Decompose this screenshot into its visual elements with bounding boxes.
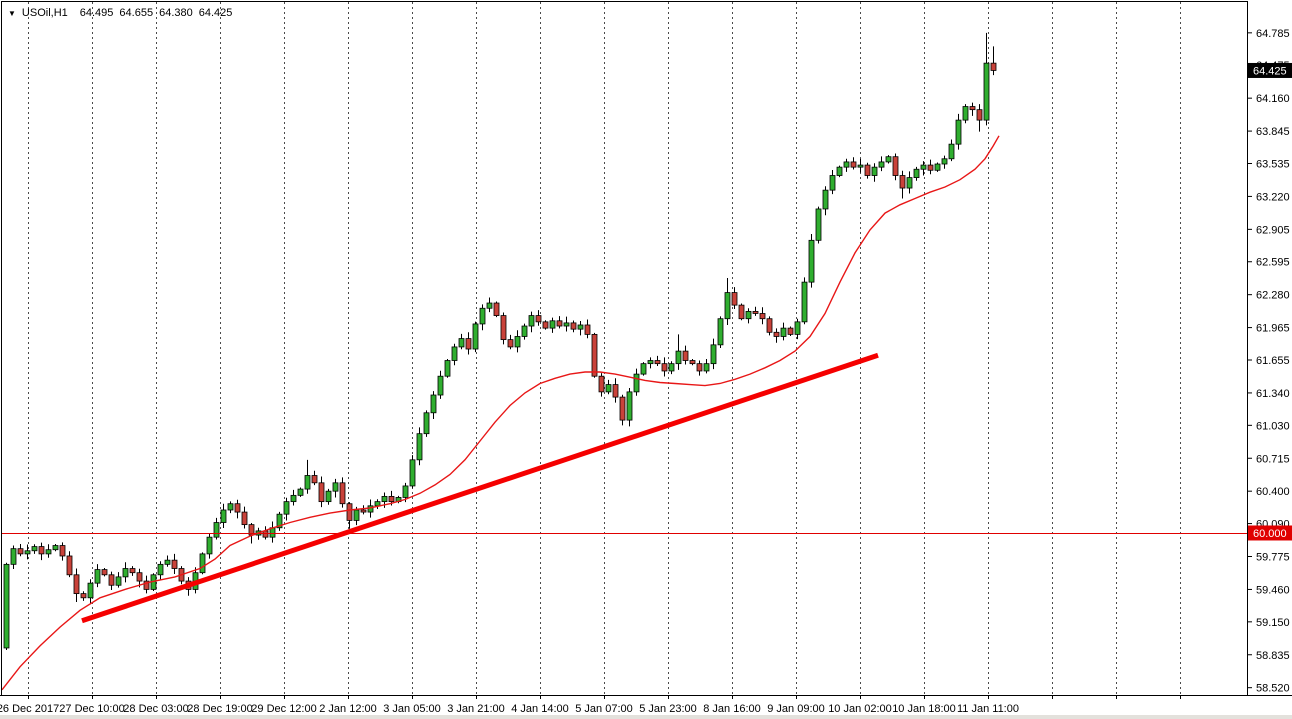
ohlc-readout: ▼ USOil,H1 64.495 64.655 64.380 64.425 [8, 6, 238, 20]
svg-text:10 Jan 18:00: 10 Jan 18:00 [892, 703, 956, 715]
svg-text:62.905: 62.905 [1256, 224, 1290, 236]
svg-text:5 Jan 23:00: 5 Jan 23:00 [639, 703, 697, 715]
svg-text:59.150: 59.150 [1256, 617, 1290, 629]
svg-text:64.160: 64.160 [1256, 93, 1290, 105]
svg-text:2 Jan 12:00: 2 Jan 12:00 [319, 703, 377, 715]
price-axis[interactable]: 64.78564.47564.16063.84563.53563.22062.9… [1247, 0, 1292, 719]
svg-text:11 Jan 11:00: 11 Jan 11:00 [957, 703, 1019, 715]
svg-text:63.220: 63.220 [1256, 191, 1290, 203]
symbol-timeframe-label: USOil,H1 [21, 7, 68, 19]
ohlc-high-value: 64.655 [119, 7, 154, 19]
ohlc-low-value: 64.380 [159, 7, 193, 19]
svg-text:63.845: 63.845 [1256, 126, 1290, 138]
window-bottom-edge [0, 715, 1292, 719]
svg-text:61.965: 61.965 [1256, 323, 1290, 335]
svg-text:64.785: 64.785 [1256, 28, 1290, 40]
svg-text:29 Dec 12:00: 29 Dec 12:00 [251, 703, 316, 715]
svg-text:8 Jan 16:00: 8 Jan 16:00 [703, 703, 761, 715]
svg-text:59.460: 59.460 [1256, 584, 1290, 596]
svg-text:61.340: 61.340 [1256, 388, 1290, 400]
svg-text:60.400: 60.400 [1256, 486, 1290, 498]
svg-text:62.595: 62.595 [1256, 257, 1290, 269]
svg-text:61.655: 61.655 [1256, 355, 1290, 367]
moving-average-line [1, 135, 1000, 691]
ohlc-close-value: 64.425 [198, 7, 233, 19]
svg-text:58.835: 58.835 [1256, 650, 1290, 662]
symbol-dropdown-icon[interactable]: ▼ [8, 8, 16, 18]
svg-text:28 Dec 03:00: 28 Dec 03:00 [123, 703, 188, 715]
svg-text:61.030: 61.030 [1256, 420, 1290, 432]
svg-text:63.535: 63.535 [1256, 158, 1290, 170]
svg-text:5 Jan 07:00: 5 Jan 07:00 [575, 703, 633, 715]
svg-text:3 Jan 21:00: 3 Jan 21:00 [447, 703, 505, 715]
svg-text:27 Dec 10:00: 27 Dec 10:00 [59, 703, 124, 715]
svg-text:62.280: 62.280 [1256, 290, 1290, 302]
ohlc-open-value: 64.495 [79, 7, 114, 19]
hline-price-badge: 60.000 [1248, 525, 1292, 541]
svg-text:4 Jan 14:00: 4 Jan 14:00 [511, 703, 569, 715]
candlesticks [3, 32, 997, 651]
svg-text:60.000: 60.000 [1253, 528, 1287, 540]
current-price-badge: 64.425 [1248, 62, 1292, 78]
svg-text:58.520: 58.520 [1256, 683, 1290, 695]
svg-text:26 Dec 2017: 26 Dec 2017 [0, 703, 59, 715]
svg-text:9 Jan 09:00: 9 Jan 09:00 [767, 703, 825, 715]
svg-text:10 Jan 02:00: 10 Jan 02:00 [828, 703, 892, 715]
svg-text:28 Dec 19:00: 28 Dec 19:00 [187, 703, 252, 715]
svg-text:59.775: 59.775 [1256, 552, 1290, 564]
svg-text:64.425: 64.425 [1253, 65, 1287, 77]
trendline-object[interactable] [81, 352, 879, 624]
svg-text:3 Jan 05:00: 3 Jan 05:00 [383, 703, 441, 715]
svg-text:60.715: 60.715 [1256, 453, 1290, 465]
